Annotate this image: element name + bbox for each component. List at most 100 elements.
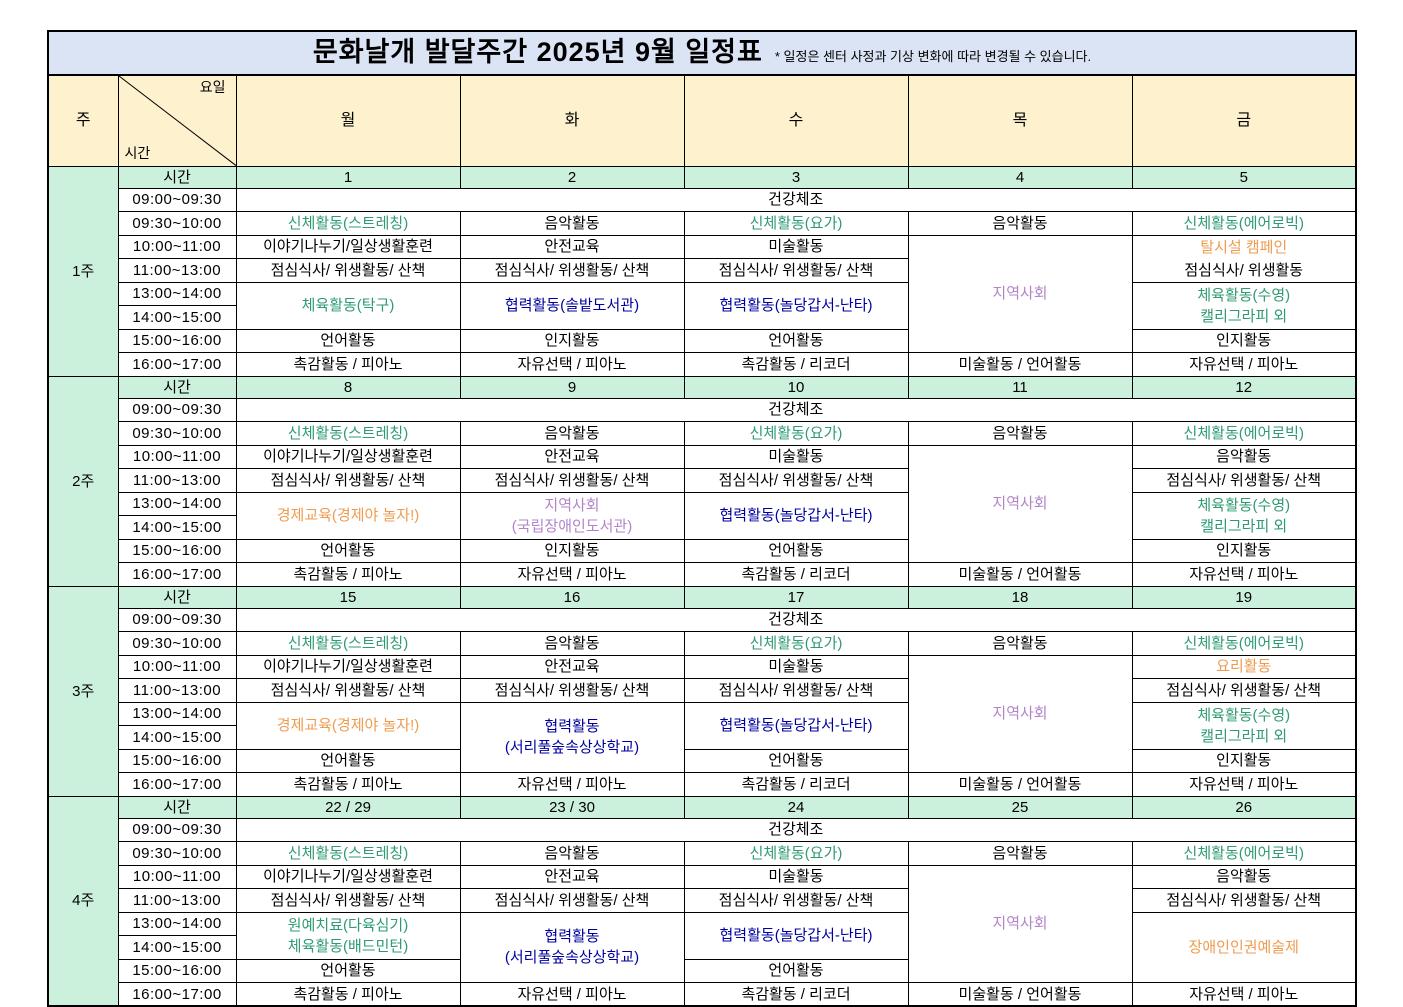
schedule-sheet: 문화날개 발달주간 2025년 9월 일정표 * 일정은 센터 사정과 기상 변화… <box>47 30 1357 1007</box>
activity-cell: 점심식사/ 위생활동/ 산책 <box>683 888 909 913</box>
activity-cell: 촉감활동 / 피아노 <box>235 562 461 587</box>
time-slot: 16:00~17:00 <box>117 352 237 377</box>
date-cell: 15 <box>235 585 461 609</box>
activity-cell: 점심식사/ 위생활동/ 산책 <box>683 258 909 283</box>
time-slot: 09:00~09:30 <box>117 187 237 213</box>
activity-cell: 협력활동(놀당갑서-난타) <box>683 281 909 330</box>
activity-cell: 음악활동 <box>459 421 685 446</box>
time-slot: 10:00~11:00 <box>117 444 237 470</box>
activity-cell: 신체활동(요가) <box>683 211 909 236</box>
time-slot: 10:00~11:00 <box>117 234 237 260</box>
time-slot: 16:00~17:00 <box>117 982 237 1007</box>
activity-cell: 신체활동(스트레칭) <box>235 211 461 236</box>
time-slot: 11:00~13:00 <box>117 678 237 703</box>
activity-cell: 음악활동 <box>1131 444 1357 470</box>
date-cell: 3 <box>683 165 909 189</box>
activity-cell: 촉감활동 / 피아노 <box>235 982 461 1007</box>
activity-cell: 미술활동 <box>683 444 909 470</box>
time-slot: 13:00~14:00 <box>117 491 237 517</box>
date-cell: 23 / 30 <box>459 795 685 819</box>
activity-cell: 점심식사/ 위생활동/ 산책 <box>459 468 685 493</box>
activity-cell: 원예치료(다육심기) 체육활동(배드민턴) <box>235 911 461 960</box>
activity-cell: 건강체조 <box>235 397 1357 423</box>
time-slot: 14:00~15:00 <box>117 515 237 540</box>
time-slot: 13:00~14:00 <box>117 911 237 937</box>
activity-cell: 음악활동 <box>1131 864 1357 890</box>
activity-cell: 음악활동 <box>907 421 1133 446</box>
time-slot: 09:00~09:30 <box>117 607 237 633</box>
day-header-row: 주 요일 시간 월 화 수 목 금 <box>47 74 1357 167</box>
activity-cell: 신체활동(에어로빅) <box>1131 841 1357 866</box>
activity-cell: 점심식사/ 위생활동/ 산책 <box>459 258 685 283</box>
time-slot: 13:00~14:00 <box>117 281 237 307</box>
activity-cell: 지역사회 <box>907 444 1133 564</box>
time-slot: 09:30~10:00 <box>117 841 237 866</box>
activity-cell: 음악활동 <box>459 841 685 866</box>
activity-cell: 촉감활동 / 리코더 <box>683 352 909 377</box>
activity-cell: 미술활동 / 언어활동 <box>907 982 1133 1007</box>
title-cell: 문화날개 발달주간 2025년 9월 일정표 * 일정은 센터 사정과 기상 변화… <box>47 30 1357 76</box>
day-header-wed: 수 <box>683 74 909 167</box>
time-slot: 10:00~11:00 <box>117 864 237 890</box>
activity-cell: 미술활동 <box>683 654 909 680</box>
time-slot: 13:00~14:00 <box>117 701 237 727</box>
date-cell: 17 <box>683 585 909 609</box>
activity-cell: 점심식사/ 위생활동/ 산책 <box>683 678 909 703</box>
activity-cell: 안전교육 <box>459 444 685 470</box>
activity-cell: 협력활동(솔밭도서관) <box>459 281 685 330</box>
date-cell: 10 <box>683 375 909 399</box>
date-cell: 4 <box>907 165 1133 189</box>
activity-cell: 자유선택 / 피아노 <box>1131 772 1357 797</box>
activity-cell: 신체활동(스트레칭) <box>235 631 461 656</box>
day-header-mon: 월 <box>235 74 461 167</box>
activity-cell: 언어활동 <box>235 328 461 354</box>
date-cell: 18 <box>907 585 1133 609</box>
activity-cell: 신체활동(요가) <box>683 421 909 446</box>
activity-cell: 인지활동 <box>459 328 685 354</box>
activity-cell: 점심식사/ 위생활동/ 산책 <box>459 678 685 703</box>
time-slot: 09:00~09:30 <box>117 397 237 423</box>
title-bar: 문화날개 발달주간 2025년 9월 일정표 * 일정은 센터 사정과 기상 변화… <box>47 30 1357 76</box>
day-header-fri: 금 <box>1131 74 1357 167</box>
activity-cell: 촉감활동 / 리코더 <box>683 982 909 1007</box>
time-slot: 09:30~10:00 <box>117 421 237 446</box>
activity-cell: 안전교육 <box>459 654 685 680</box>
activity-cell: 신체활동(요가) <box>683 631 909 656</box>
time-slot: 15:00~16:00 <box>117 328 237 354</box>
activity-cell: 건강체조 <box>235 607 1357 633</box>
activity-cell: 언어활동 <box>683 958 909 984</box>
date-row: 4주 시간 22 / 29 23 / 30 24 25 26 <box>47 795 1357 1007</box>
date-row: 3주 시간 15 16 17 18 19 <box>47 585 1357 797</box>
time-slot: 15:00~16:00 <box>117 538 237 564</box>
activity-cell: 이야기나누기/일상생활훈련 <box>235 654 461 680</box>
time-row-header: 시간 <box>117 165 237 189</box>
activity-cell: 자유선택 / 피아노 <box>1131 352 1357 377</box>
activity-cell: 이야기나누기/일상생활훈련 <box>235 864 461 890</box>
activity-cell: 점심식사/ 위생활동/ 산책 <box>235 468 461 493</box>
activity-cell: 체육활동(수영) 캘리그라피 외 <box>1131 491 1357 540</box>
time-row-header: 시간 <box>117 585 237 609</box>
activity-cell: 건강체조 <box>235 817 1357 843</box>
activity-cell: 촉감활동 / 리코더 <box>683 562 909 587</box>
activity-cell: 신체활동(에어로빅) <box>1131 211 1357 236</box>
activity-cell: 언어활동 <box>235 538 461 564</box>
activity-cell: 미술활동 <box>683 234 909 260</box>
date-cell: 5 <box>1131 165 1357 189</box>
activity-cell: 지역사회 <box>907 234 1133 354</box>
corner-time-label: 시간 <box>124 144 151 161</box>
activity-cell: 점심식사/ 위생활동/ 산책 <box>235 678 461 703</box>
activity-cell: 인지활동 <box>459 538 685 564</box>
time-slot: 09:30~10:00 <box>117 211 237 236</box>
time-slot: 09:00~09:30 <box>117 817 237 843</box>
date-cell: 26 <box>1131 795 1357 819</box>
activity-cell: 이야기나누기/일상생활훈련 <box>235 444 461 470</box>
date-cell: 12 <box>1131 375 1357 399</box>
activity-cell: 음악활동 <box>459 631 685 656</box>
date-cell: 2 <box>459 165 685 189</box>
week-column-header: 주 <box>47 74 119 167</box>
activity-cell: 협력활동(놀당갑서-난타) <box>683 911 909 960</box>
day-header-tue: 화 <box>459 74 685 167</box>
week-label: 2주 <box>47 375 119 587</box>
date-cell: 19 <box>1131 585 1357 609</box>
activity-cell: 미술활동 / 언어활동 <box>907 772 1133 797</box>
